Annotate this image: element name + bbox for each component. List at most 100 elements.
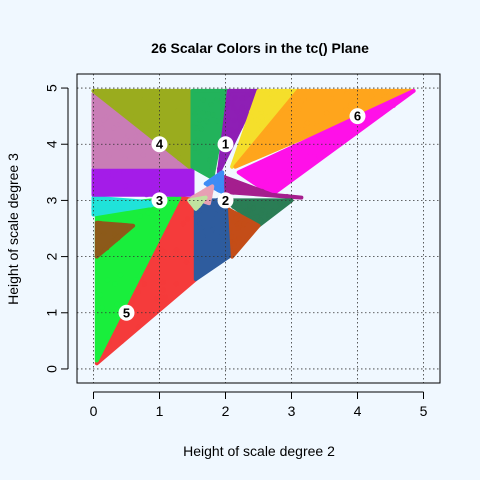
x-axis: 0 1 2 3 4 5: [90, 391, 428, 419]
data-point: [97, 220, 104, 227]
data-point: [132, 137, 139, 143]
data-point: [137, 213, 143, 219]
data-point: [180, 220, 186, 227]
data-point: [167, 132, 173, 138]
data-point: [281, 168, 287, 174]
data-point: [240, 189, 246, 195]
data-point: [193, 125, 199, 131]
label-markers: 1 2 3 4 5 6: [118, 108, 366, 321]
data-point: [241, 221, 247, 227]
data-point: [178, 175, 185, 181]
data-point: [251, 189, 258, 195]
data-point: [105, 205, 111, 211]
data-point: [208, 102, 214, 108]
data-point: [205, 198, 211, 204]
x-tick-label: 2: [222, 403, 230, 419]
data-point: [142, 90, 148, 96]
data-point: [173, 281, 179, 287]
data-point: [318, 120, 324, 126]
data-point: [247, 131, 253, 137]
data-point: [209, 164, 215, 170]
data-point: [193, 105, 200, 112]
data-point: [195, 137, 201, 143]
data-point: [247, 203, 253, 209]
data-point: [266, 96, 272, 102]
data-point: [191, 145, 197, 151]
marker-circle: [151, 192, 168, 209]
data-point: [101, 230, 107, 236]
data-point: [257, 105, 263, 112]
point-cloud-12: [236, 88, 416, 197]
data-point: [238, 123, 244, 129]
data-point: [296, 106, 302, 112]
data-point: [111, 230, 117, 237]
x-tick-label: 1: [156, 403, 164, 419]
marker-circle: [151, 136, 168, 153]
data-point: [99, 125, 105, 131]
data-point: [147, 202, 154, 208]
data-point: [133, 277, 139, 283]
data-point: [390, 102, 397, 108]
point-cloud-17: [203, 170, 225, 194]
data-point: [265, 118, 271, 124]
data-point: [195, 260, 201, 266]
data-point: [116, 204, 122, 210]
data-point: [125, 133, 131, 139]
data-point: [201, 188, 207, 194]
data-point: [254, 98, 260, 104]
data-point: [162, 159, 168, 165]
data-point: [247, 149, 253, 155]
marker-2: 2: [217, 192, 234, 209]
data-point: [142, 121, 148, 127]
point-cloud-3: [94, 220, 136, 259]
data-point: [214, 97, 220, 103]
data-point: [95, 225, 101, 231]
x-tick-label: 4: [354, 403, 362, 419]
data-point: [259, 188, 265, 194]
marker-1: 1: [217, 136, 234, 153]
data-point: [203, 227, 209, 233]
data-point: [95, 208, 101, 214]
data-point: [284, 179, 290, 185]
data-point: [203, 118, 209, 124]
data-point: [222, 241, 228, 248]
data-point: [264, 191, 270, 197]
marker-label: 4: [156, 137, 164, 152]
data-point: [178, 100, 184, 106]
data-point: [233, 180, 239, 186]
data-point: [218, 248, 224, 254]
data-point: [231, 219, 237, 225]
data-point: [241, 144, 247, 150]
x-tick-label: 3: [288, 403, 296, 419]
data-point: [116, 145, 123, 151]
data-point: [266, 213, 272, 219]
data-point: [253, 117, 259, 123]
data-point: [263, 200, 269, 206]
y-tick-label: 5: [44, 84, 60, 92]
data-point: [239, 207, 245, 214]
data-point: [206, 171, 213, 177]
data-point: [98, 170, 104, 176]
data-point: [223, 118, 230, 124]
marker-label: 3: [156, 193, 163, 208]
data-point: [161, 119, 167, 125]
data-point: [100, 197, 106, 204]
data-point: [124, 142, 131, 148]
data-point: [140, 152, 146, 158]
chart-title: 26 Scalar Colors in the tc() Plane: [151, 40, 369, 56]
marker-label: 2: [222, 193, 229, 208]
data-point: [122, 183, 128, 189]
data-point: [211, 179, 217, 185]
data-point: [297, 145, 303, 151]
data-point: [150, 187, 156, 193]
data-point: [174, 185, 180, 191]
data-point: [350, 122, 356, 128]
data-point: [97, 292, 103, 298]
cloud-fill: [236, 88, 416, 197]
data-point: [207, 157, 213, 164]
data-point: [290, 166, 296, 172]
data-point: [231, 105, 237, 111]
data-point: [387, 94, 393, 100]
marker-3: 3: [151, 192, 168, 209]
